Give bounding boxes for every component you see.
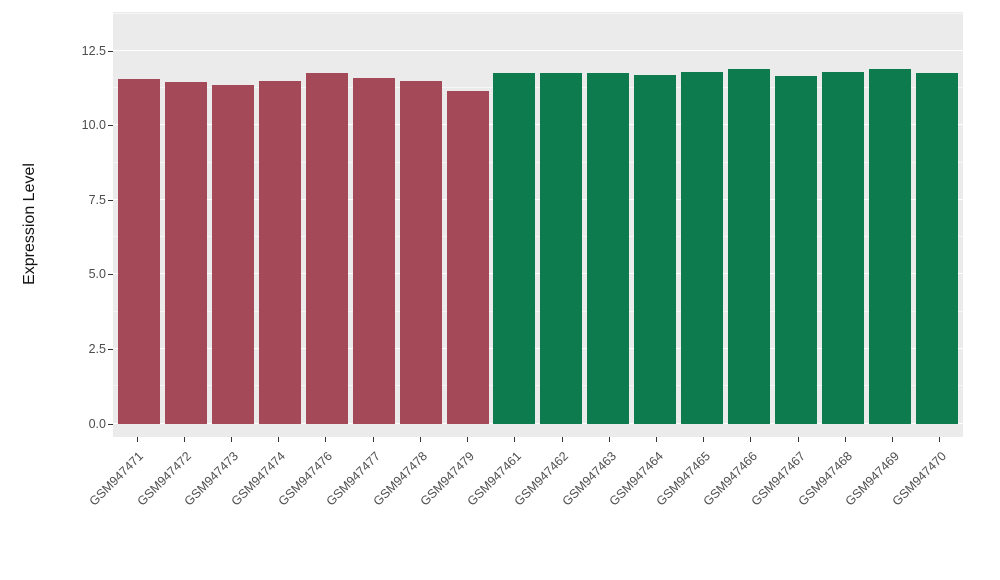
bars-container bbox=[113, 12, 963, 437]
x-slot: GSM947467 bbox=[748, 437, 821, 577]
x-slot: GSM947468 bbox=[795, 437, 868, 577]
minor-gridline bbox=[113, 385, 963, 387]
x-slot: GSM947476 bbox=[276, 437, 349, 577]
x-tick-mark bbox=[939, 437, 941, 442]
x-tick-mark bbox=[231, 437, 233, 442]
x-tick-mark bbox=[892, 437, 894, 442]
y-tick-label: 0.0 bbox=[88, 416, 106, 431]
major-gridline bbox=[113, 273, 963, 275]
major-gridline bbox=[113, 124, 963, 126]
x-tick-mark bbox=[750, 437, 752, 442]
x-tick-mark bbox=[514, 437, 516, 442]
bar-GSM947469 bbox=[868, 68, 911, 424]
bar-GSM947477 bbox=[352, 77, 395, 424]
x-slot: GSM947479 bbox=[418, 437, 491, 577]
major-gridline bbox=[113, 198, 963, 200]
bar-GSM947467 bbox=[775, 76, 818, 424]
x-slot: GSM947464 bbox=[606, 437, 679, 577]
major-gridline bbox=[113, 49, 963, 51]
y-tick-label: 2.5 bbox=[88, 342, 106, 357]
x-tick-mark bbox=[325, 437, 327, 442]
minor-gridline bbox=[113, 236, 963, 238]
x-slot: GSM947472 bbox=[134, 437, 207, 577]
x-tick-mark bbox=[561, 437, 563, 442]
y-tick-label: 12.5 bbox=[81, 43, 106, 58]
x-slot: GSM947471 bbox=[87, 437, 160, 577]
bar-GSM947478 bbox=[399, 80, 442, 424]
x-tick-mark bbox=[844, 437, 846, 442]
bar-GSM947461 bbox=[493, 73, 536, 424]
y-tick-label: 5.0 bbox=[88, 267, 106, 282]
x-tick-mark bbox=[703, 437, 705, 442]
plot-panel bbox=[113, 12, 963, 437]
bar-GSM947465 bbox=[681, 71, 724, 424]
x-tick-mark bbox=[372, 437, 374, 442]
y-tick-mark bbox=[108, 125, 113, 127]
x-tick-mark bbox=[797, 437, 799, 442]
x-slot: GSM947465 bbox=[654, 437, 727, 577]
bar-GSM947476 bbox=[305, 73, 348, 424]
x-slot: GSM947470 bbox=[890, 437, 963, 577]
bar-GSM947468 bbox=[822, 71, 864, 424]
x-slot: GSM947463 bbox=[559, 437, 632, 577]
x-slot: GSM947469 bbox=[843, 437, 916, 577]
y-tick-mark bbox=[108, 199, 113, 201]
bar-GSM947466 bbox=[728, 68, 771, 424]
minor-gridline bbox=[113, 12, 963, 14]
x-tick-mark bbox=[136, 437, 138, 442]
x-slot: GSM947461 bbox=[465, 437, 538, 577]
y-tick-label: 10.0 bbox=[81, 118, 106, 133]
x-tick-mark bbox=[467, 437, 469, 442]
x-tick-mark bbox=[608, 437, 610, 442]
bar-GSM947462 bbox=[540, 73, 583, 424]
y-axis-tick-labels: 0.0 2.5 5.0 7.5 10.0 12.5 bbox=[0, 12, 106, 437]
y-tick-label: 7.5 bbox=[88, 192, 106, 207]
x-tick-mark bbox=[656, 437, 658, 442]
minor-gridline bbox=[113, 161, 963, 163]
x-slot: GSM947473 bbox=[181, 437, 254, 577]
x-slot: GSM947477 bbox=[323, 437, 396, 577]
bar-GSM947464 bbox=[634, 74, 677, 424]
bar-GSM947463 bbox=[587, 73, 630, 424]
bar-GSM947470 bbox=[915, 73, 958, 424]
bar-GSM947473 bbox=[211, 85, 254, 424]
minor-gridline bbox=[113, 87, 963, 89]
x-slot: GSM947466 bbox=[701, 437, 774, 577]
x-tick-mark bbox=[183, 437, 185, 442]
major-gridline bbox=[113, 348, 963, 350]
x-slot: GSM947478 bbox=[370, 437, 443, 577]
x-slot: GSM947474 bbox=[229, 437, 302, 577]
y-tick-mark bbox=[108, 423, 113, 425]
bar-GSM947472 bbox=[164, 82, 207, 424]
major-gridline bbox=[113, 422, 963, 424]
x-axis-tick-labels: GSM947471 GSM947472 GSM947473 GSM947474 GSM9… bbox=[87, 437, 963, 577]
y-tick-mark bbox=[108, 274, 113, 276]
bar-GSM947474 bbox=[258, 80, 301, 424]
y-tick-mark bbox=[108, 349, 113, 351]
bar-GSM947479 bbox=[446, 91, 489, 424]
x-slot: GSM947462 bbox=[512, 437, 585, 577]
y-tick-mark bbox=[108, 50, 113, 52]
x-tick-mark bbox=[278, 437, 280, 442]
x-tick-mark bbox=[419, 437, 421, 442]
minor-gridline bbox=[113, 310, 963, 312]
bar-GSM947471 bbox=[117, 79, 160, 424]
